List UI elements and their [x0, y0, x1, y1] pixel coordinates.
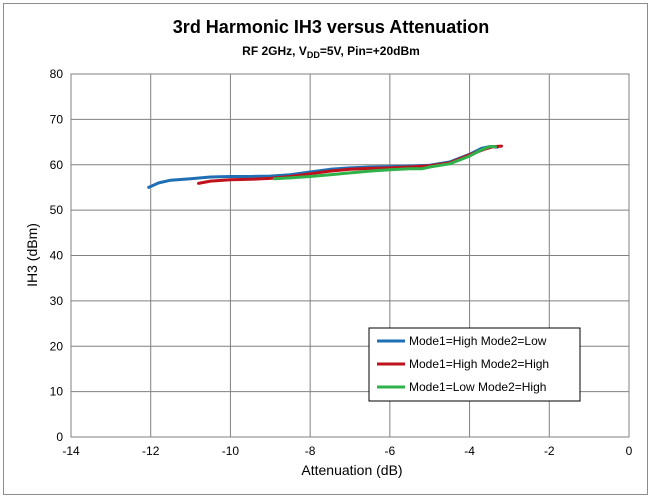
x-tick-label: -10 [222, 444, 240, 458]
x-tick-label: -4 [464, 444, 475, 458]
series-lines [147, 144, 503, 189]
x-tick-label: 0 [626, 444, 633, 458]
series-line-3 [272, 145, 497, 181]
x-axis-label: Attenuation (dB) [301, 462, 402, 478]
plot-area [70, 73, 630, 438]
y-tick-label: 50 [50, 203, 64, 217]
x-tick-label: -2 [544, 444, 555, 458]
chart-subtitle: RF 2GHz, VDD=5V, Pin=+20dBm [242, 44, 420, 60]
y-tick-label: 0 [56, 430, 63, 444]
y-tick-label: 40 [50, 249, 64, 263]
legend-entry-1: Mode1=High Mode2=Low [409, 334, 547, 348]
series-line-1 [147, 145, 499, 189]
y-tick-label: 10 [50, 385, 64, 399]
y-tick-label: 60 [50, 158, 64, 172]
y-tick-label: 20 [50, 339, 64, 353]
y-tick-label: 70 [50, 112, 64, 126]
x-tick-label: -8 [305, 444, 316, 458]
x-tick-label: -6 [385, 444, 396, 458]
y-tick-label: 80 [50, 67, 64, 81]
legend-entry-2: Mode1=High Mode2=High [409, 357, 549, 371]
chart-frame [3, 3, 648, 495]
legend: Mode1=High Mode2=Low Mode1=High Mode2=Hig… [368, 327, 581, 402]
y-tick-label: 30 [50, 294, 64, 308]
x-tick-label: -12 [142, 444, 160, 458]
legend-entry-3: Mode1=Low Mode2=High [409, 380, 546, 394]
chart-title: 3rd Harmonic IH3 versus Attenuation [173, 17, 489, 37]
y-axis-label: IH3 (dBm) [24, 223, 40, 287]
x-tick-label: -14 [62, 444, 80, 458]
tick-labels: -14 -12 -10 -8 -6 -4 -2 0 0 10 20 30 40 50 60 70 80 [50, 67, 633, 458]
